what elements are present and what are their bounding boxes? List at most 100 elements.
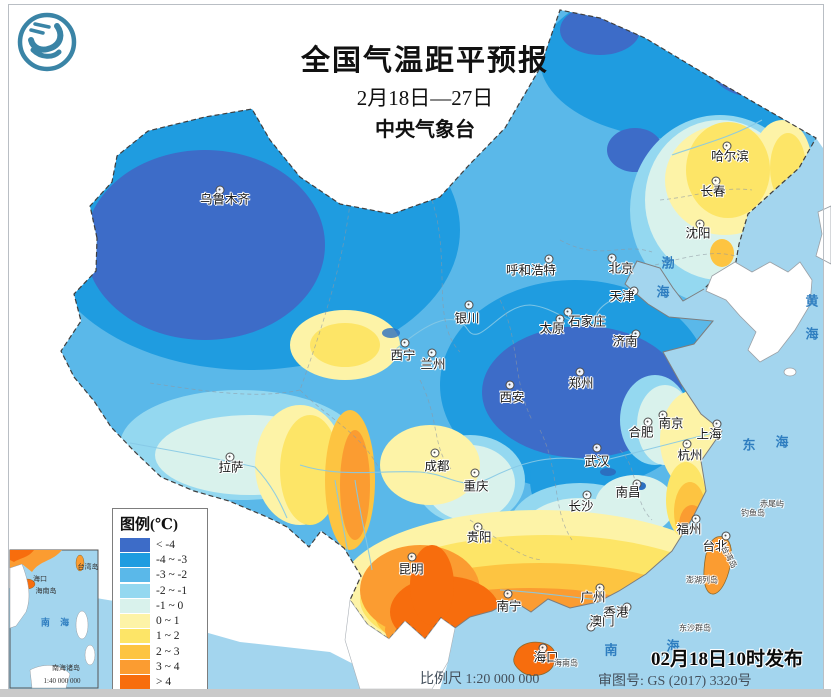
agency-name: 中央气象台 (375, 119, 475, 141)
city-marker (582, 490, 592, 500)
legend-label: < -4 (156, 538, 175, 551)
city-label: 澳门 (589, 614, 615, 629)
city-label: 上海 (696, 427, 722, 442)
city-label: 重庆 (463, 479, 489, 494)
sea-label: 海 (666, 638, 680, 654)
city-label: 西宁 (390, 348, 416, 363)
legend-swatch (120, 614, 150, 629)
city-marker (721, 531, 731, 541)
city-marker (712, 419, 722, 429)
city-label: 长沙 (568, 499, 594, 514)
city-label: 成都 (424, 459, 450, 474)
legend-row: < -4 (120, 537, 207, 552)
city-marker (215, 185, 225, 195)
city-label: 拉萨 (218, 460, 244, 475)
city-marker (586, 622, 596, 632)
city-label: 南京 (658, 416, 684, 431)
legend-row: 3 ~ 4 (120, 659, 207, 675)
city-marker (632, 479, 642, 489)
release-time: 02月18日10时发布 (650, 649, 803, 670)
legend-swatch (120, 629, 150, 644)
city-marker (503, 589, 513, 599)
rivers (129, 119, 763, 601)
legend-row: 0 ~ 1 (120, 613, 207, 629)
city-marker (607, 253, 617, 263)
legend-label: 3 ~ 4 (156, 661, 180, 674)
legend-label: -1 ~ 0 (156, 599, 184, 612)
page-title: 全国气温距平预报 (300, 45, 549, 77)
city-label: 石家庄 (568, 314, 606, 329)
city-label: 银川 (454, 311, 480, 326)
legend-swatch (120, 568, 150, 583)
city-marker (592, 443, 602, 453)
legend-label: -2 ~ -1 (156, 584, 188, 597)
city-marker (695, 219, 705, 229)
map-scale-label: 比例尺 1:20 000 000 (420, 672, 540, 687)
island-label: 赤尾屿 (760, 499, 784, 509)
cma-logo (17, 12, 77, 72)
city-label: 杭州 (677, 448, 703, 463)
sea-label: 东 (742, 437, 756, 453)
city-marker (464, 300, 474, 310)
city-label: 贵阳 (466, 530, 492, 545)
legend-title: 图例(℃) (120, 517, 178, 533)
city-label: 济南 (612, 334, 638, 349)
city-label: 天津 (609, 289, 635, 304)
foreign-land (344, 205, 831, 690)
city-label: 哈尔滨 (711, 149, 749, 164)
city-label: 南昌 (615, 485, 641, 500)
legend-row: 1 ~ 2 (120, 629, 207, 644)
legend-swatch (120, 537, 150, 552)
inset-label: 南海诸岛 (52, 664, 80, 672)
city-marker (225, 452, 235, 462)
inset-label: 台湾岛 (77, 563, 99, 571)
legend-swatch (120, 660, 150, 675)
city-marker (629, 286, 639, 296)
legend-label: > 4 (156, 676, 172, 689)
legend-row: > 4 (120, 675, 207, 690)
legend-row: -4 ~ -3 (120, 552, 207, 567)
city-label: 福州 (676, 522, 702, 537)
legend-row: -2 ~ -1 (120, 583, 207, 598)
city-label: 呼和浩特 (505, 263, 557, 278)
city-marker (658, 410, 668, 420)
island-label: 澎湖列岛 (686, 575, 718, 585)
city-label: 兰州 (420, 357, 446, 372)
legend-swatch (120, 552, 150, 567)
indochina-landmass (344, 599, 456, 690)
city-label: 沈阳 (685, 226, 711, 241)
city-marker (722, 141, 732, 151)
legend-box: 图例(℃) < -4 -4 ~ -3 -3 ~ -2 -2 ~ -1 -1 ~ 0 0 ~… (112, 508, 208, 692)
city-label: 台北 (702, 539, 728, 554)
city-label: 合肥 (628, 425, 654, 440)
city-label: 南宁 (496, 599, 522, 614)
city-marker (505, 380, 515, 390)
city-marker (555, 314, 565, 324)
city-marker (538, 643, 548, 653)
city-label: 长春 (700, 184, 726, 199)
city-label: 郑州 (568, 376, 594, 391)
city-marker (427, 348, 437, 358)
forecast-date-range: 2月18日—27日 (356, 86, 494, 110)
city-marker (470, 468, 480, 478)
national-border (60, 9, 817, 640)
inset-label: 海南岛 (35, 587, 57, 595)
city-marker (407, 552, 417, 562)
city-marker (473, 522, 483, 532)
legend-swatch (120, 583, 150, 598)
legend-swatch (120, 598, 150, 613)
legend-label: 2 ~ 3 (156, 645, 180, 658)
city-marker (575, 367, 585, 377)
sea-label: 黄 (805, 293, 819, 309)
inset-map (9, 549, 99, 689)
korea-landmass (705, 261, 813, 363)
legend-row: -3 ~ -2 (120, 568, 207, 583)
inset-label: 南 海 (40, 617, 74, 628)
approval-number: 审图号: GS (2017) 3320号 (598, 674, 752, 689)
island-label: 海南岛 (554, 658, 578, 668)
city-marker (711, 176, 721, 186)
legend-row: -1 ~ 0 (120, 598, 207, 613)
